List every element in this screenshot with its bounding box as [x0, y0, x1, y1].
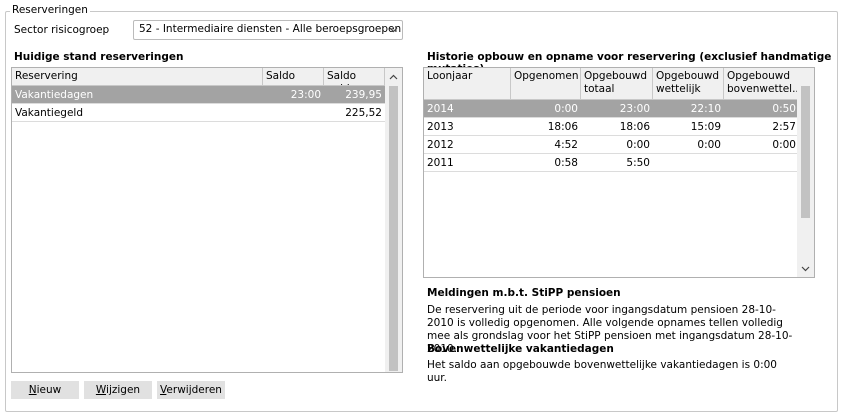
table-cell [653, 154, 724, 172]
group-title: Reserveringen [10, 4, 90, 16]
messages-subtitle: Bovenwettelijke vakantiedagen [427, 343, 614, 355]
table-cell: 2013 [427, 121, 454, 133]
table-cell: 4:52 [554, 139, 578, 151]
column-header[interactable]: Reservering [12, 68, 263, 86]
table-cell: 0:50 [772, 103, 796, 115]
table-cell: 2011 [427, 157, 454, 169]
table-cell: 23:00 [290, 89, 321, 101]
dropdown-arrow [389, 27, 398, 33]
table-row[interactable]: 2013 18:06 18:06 15:09 2:57 [424, 118, 799, 136]
sector-dropdown[interactable]: 52 - Intermediaire diensten - Alle beroe… [133, 20, 403, 40]
column-header[interactable]: Opgebouwd bovenwettel... [724, 68, 799, 100]
table-cell: Vakantiedagen [15, 89, 94, 101]
table-cell: 18:06 [619, 121, 650, 133]
table-row[interactable]: Vakantiegeld 225,52 [12, 104, 385, 122]
table-row[interactable]: 2014 0:00 23:00 22:10 0:50 [424, 100, 799, 118]
table-row[interactable]: 2012 4:52 0:00 0:00 0:00 [424, 136, 799, 154]
table-cell [724, 154, 799, 172]
messages-subtext: Het saldo aan opgebouwde bovenwettelijke… [427, 359, 777, 384]
current-table: Saldo geldSaldo urenReservering Vakantieg… [11, 67, 403, 373]
scroll-down[interactable] [801, 266, 810, 272]
table-cell: 5:50 [626, 157, 650, 169]
table-cell: 0:58 [554, 157, 578, 169]
table-cell: 0:00 [697, 139, 721, 151]
table-row[interactable]: Vakantiedagen 23:00 239,95 [12, 86, 385, 104]
column-header[interactable]: Saldo uren [263, 68, 324, 86]
column-header[interactable]: Opgebouwd totaal [581, 68, 653, 100]
table-cell: Vakantiegeld [15, 107, 83, 119]
column-header[interactable]: Opgenomen [511, 68, 581, 100]
table-cell: 2014 [427, 103, 454, 115]
table-cell: 18:06 [547, 121, 578, 133]
scroll-thumb[interactable] [389, 86, 398, 371]
column-header[interactable]: Loonjaar [424, 68, 511, 100]
scroll-up[interactable] [389, 74, 398, 80]
button[interactable]: Nieuw [11, 381, 79, 399]
table-cell: 15:09 [690, 121, 721, 133]
button[interactable]: Verwijderen [157, 381, 225, 399]
table-cell: 0:00 [554, 103, 578, 115]
column-header[interactable]: Opgebouwd wettelijk [653, 68, 724, 100]
dropdown-value: 52 - Intermediaire diensten - Alle beroe… [139, 23, 402, 35]
group-box [5, 11, 838, 412]
messages-title: Meldingen m.b.t. StiPP pensioen [427, 287, 621, 299]
column-header[interactable]: Saldo geld [324, 68, 385, 86]
table-cell: 2:57 [772, 121, 796, 133]
table-cell [263, 104, 324, 122]
current-title: Huidige stand reserveringen [14, 51, 184, 63]
table-cell: 239,95 [345, 89, 382, 101]
table-cell: 23:00 [619, 103, 650, 115]
table-cell: 2012 [427, 139, 454, 151]
table-cell: 0:00 [772, 139, 796, 151]
table-cell: 0:00 [626, 139, 650, 151]
scrollbar[interactable] [797, 68, 814, 277]
table-row[interactable]: 2011 0:58 5:50 [424, 154, 799, 172]
scroll-thumb[interactable] [801, 86, 810, 218]
scrollbar[interactable] [385, 68, 402, 372]
messages-text: De reservering uit de periode voor ingan… [427, 304, 793, 355]
table-cell: 225,52 [345, 107, 382, 119]
button[interactable]: Wijzigen [84, 381, 152, 399]
history-table: Opgebouwd bovenwettel... Opgebouwd wettel… [423, 67, 815, 278]
table-cell: 22:10 [690, 103, 721, 115]
sector-label: Sector risicogroep [14, 24, 110, 36]
